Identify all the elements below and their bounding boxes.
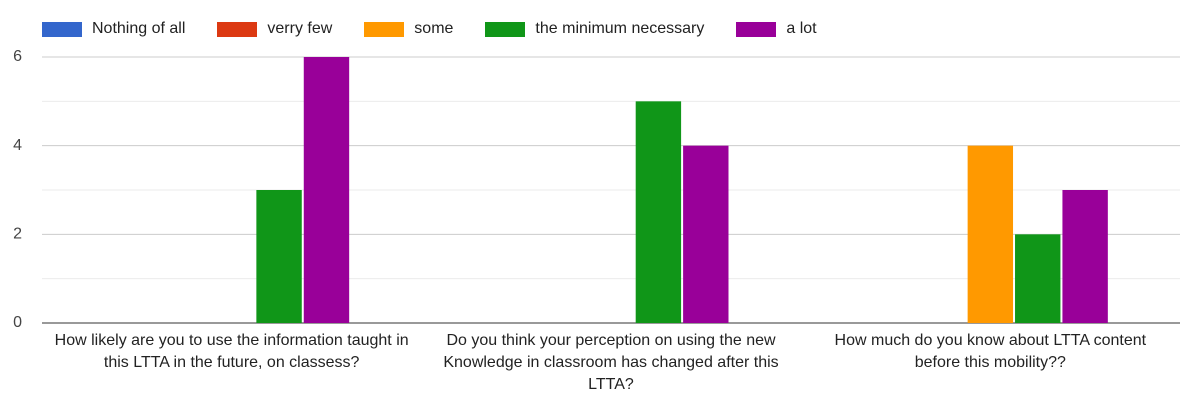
legend-item: Nothing of all xyxy=(42,20,185,38)
bar xyxy=(967,145,1014,323)
bar xyxy=(683,145,729,323)
legend-label: a lot xyxy=(786,20,817,37)
x-tick-label: How much do you know about LTTA content … xyxy=(834,332,1147,371)
y-tick-label: 2 xyxy=(13,226,22,243)
legend-item: the minimum necessary xyxy=(485,20,704,38)
y-tick-label: 0 xyxy=(13,314,22,331)
legend-label: the minimum necessary xyxy=(535,20,705,37)
legend-swatch xyxy=(42,21,82,37)
legend-item: a lot xyxy=(736,20,817,38)
legend-swatch xyxy=(217,21,258,37)
legend-item: some xyxy=(364,20,453,38)
legend-swatch xyxy=(736,21,777,37)
legend-swatch xyxy=(364,21,405,37)
legend: Nothing of all verry few some the minimum n… xyxy=(42,20,849,38)
legend-label: Nothing of all xyxy=(92,20,186,37)
legend-label: verry few xyxy=(267,20,333,37)
legend-swatch xyxy=(485,21,526,37)
legend-item: verry few xyxy=(217,20,332,38)
bar xyxy=(303,57,350,323)
bar xyxy=(1062,190,1108,323)
bar xyxy=(256,190,302,323)
y-tick-label: 4 xyxy=(13,137,22,154)
bar xyxy=(635,101,682,323)
y-tick-label: 6 xyxy=(13,48,22,65)
bar xyxy=(1015,234,1061,323)
x-tick-label: Do you think your perception on using th… xyxy=(443,332,779,393)
x-tick-label: How likely are you to use the informatio… xyxy=(54,332,409,371)
legend-label: some xyxy=(414,20,454,37)
